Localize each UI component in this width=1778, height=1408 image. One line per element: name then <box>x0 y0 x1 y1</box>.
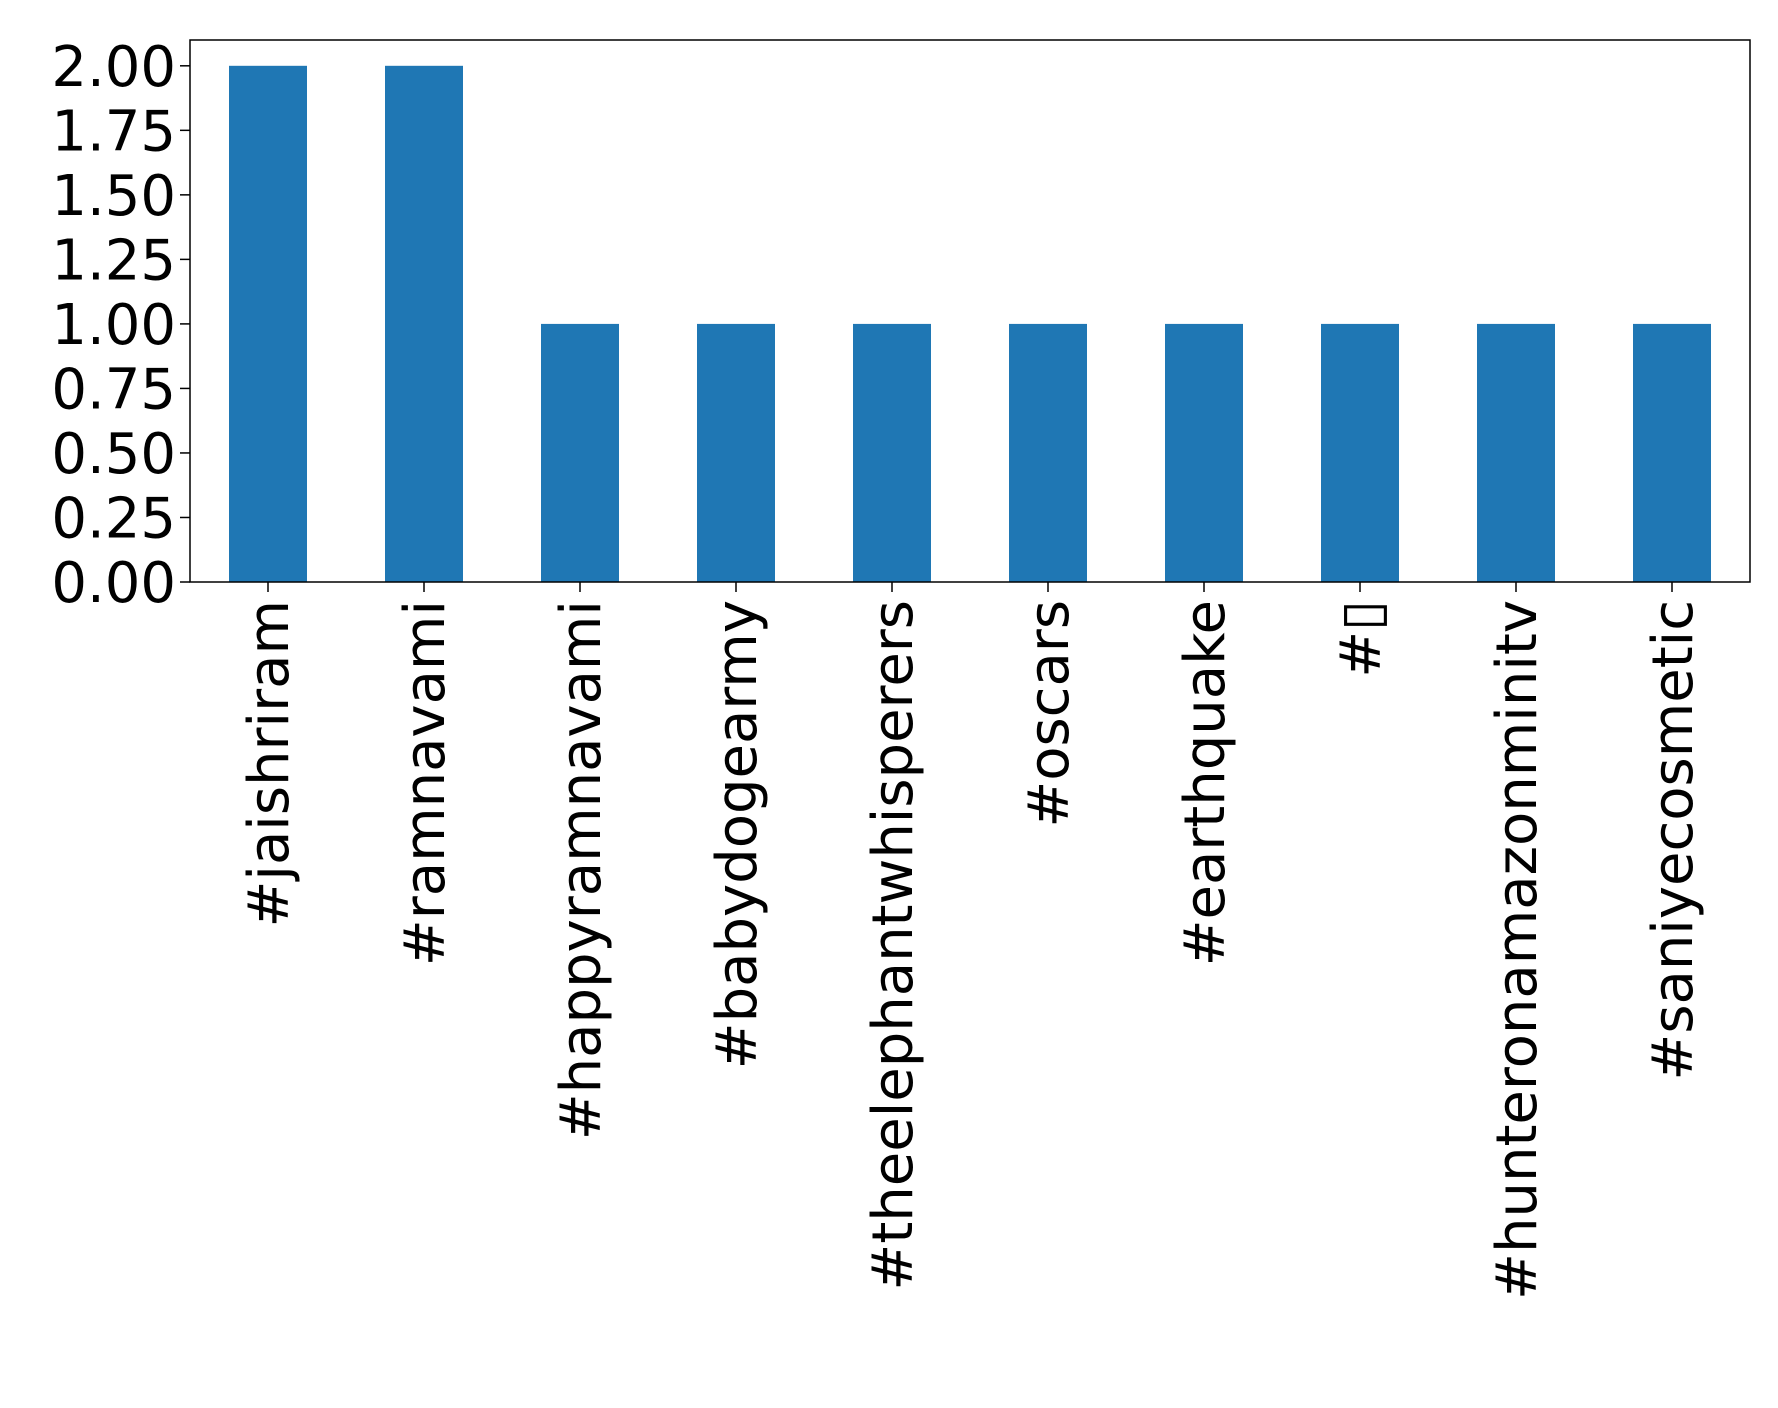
plot-frame <box>189 39 1751 583</box>
x-tick-label: #happyramnavami <box>549 600 614 1140</box>
x-axis: #jaishriram #ramnavami #happyramnavami #bab… <box>237 582 1706 1300</box>
y-tick-label: 1.25 <box>51 228 176 293</box>
x-tick-label: #▯ <box>1329 600 1394 678</box>
x-tick-label: #saniyecosmetic <box>1641 600 1706 1081</box>
bar <box>229 65 307 583</box>
y-tick-label: 1.00 <box>51 293 176 358</box>
bar <box>853 323 931 582</box>
y-tick-label: 1.50 <box>51 164 176 229</box>
y-axis: 0.000.250.500.751.001.251.501.752.00 <box>51 35 190 616</box>
bar <box>1009 323 1087 582</box>
bar <box>1477 323 1555 582</box>
x-tick-label: #ramnavami <box>393 600 458 966</box>
bars-layer <box>229 65 1711 583</box>
bar <box>1165 323 1243 582</box>
x-tick-label: #theelephantwhisperers <box>861 600 926 1291</box>
y-tick-label: 0.75 <box>51 357 176 422</box>
x-tick-label: #jaishriram <box>237 600 302 928</box>
x-tick-label: #hunteronamazonminitv <box>1485 600 1550 1300</box>
y-tick-label: 0.00 <box>51 551 176 616</box>
x-tick-label: #earthquake <box>1173 600 1238 966</box>
y-tick-label: 0.50 <box>51 422 176 487</box>
x-tick-label: #oscars <box>1017 600 1082 828</box>
bar <box>697 323 775 582</box>
y-tick-label: 0.25 <box>51 486 176 551</box>
bar <box>1633 323 1711 582</box>
y-tick-label: 1.75 <box>51 99 176 164</box>
x-tick-label: #babydogearmy <box>705 600 770 1069</box>
bar <box>1321 323 1399 582</box>
y-tick-label: 2.00 <box>51 35 176 100</box>
bar <box>385 65 463 583</box>
bar <box>541 323 619 582</box>
